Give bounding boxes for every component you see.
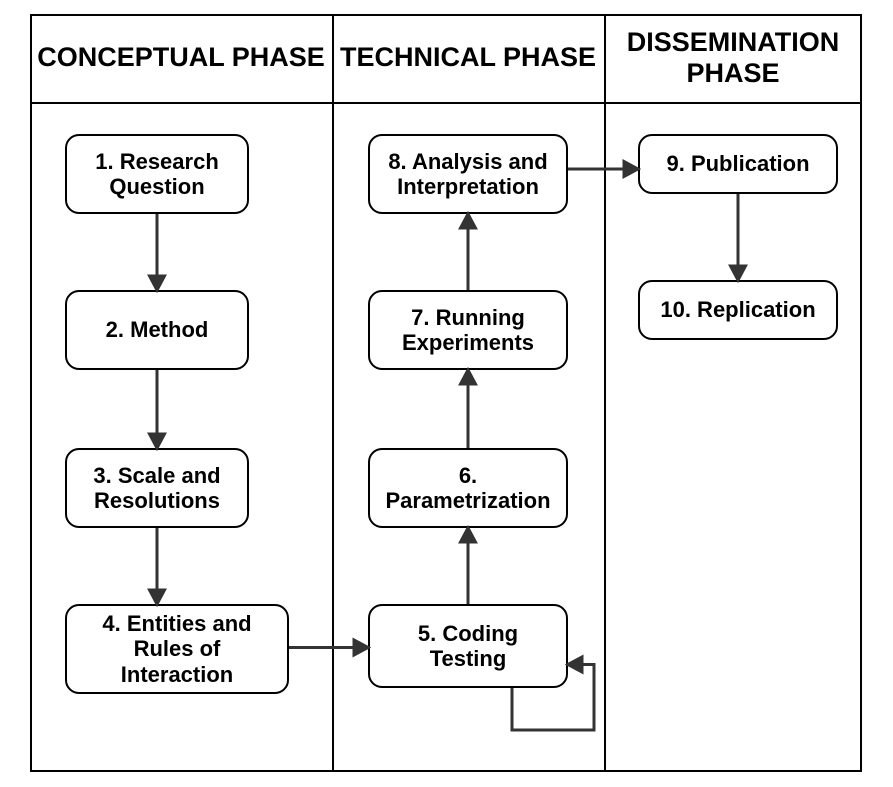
node-research-question: 1. Research Question (65, 134, 249, 214)
column-divider-2 (604, 14, 606, 772)
node-scale-resolutions: 3. Scale and Resolutions (65, 448, 249, 528)
node-entities-rules: 4. Entities and Rules of Interaction (65, 604, 289, 694)
node-publication: 9. Publication (638, 134, 838, 194)
phase-header-dissemination: DISSEMINATION PHASE (604, 14, 862, 102)
node-parametrization: 6. Parametrization (368, 448, 568, 528)
node-coding-testing: 5. Coding Testing (368, 604, 568, 688)
column-divider-1 (332, 14, 334, 772)
phase-header-conceptual: CONCEPTUAL PHASE (30, 14, 332, 102)
node-method: 2. Method (65, 290, 249, 370)
header-divider-line (30, 102, 862, 104)
node-replication: 10. Replication (638, 280, 838, 340)
phase-header-technical: TECHNICAL PHASE (332, 14, 604, 102)
node-running-experiments: 7. Running Experiments (368, 290, 568, 370)
node-analysis-interpretation: 8. Analysis and Interpretation (368, 134, 568, 214)
flowchart-canvas: CONCEPTUAL PHASE TECHNICAL PHASE DISSEMI… (0, 0, 893, 787)
